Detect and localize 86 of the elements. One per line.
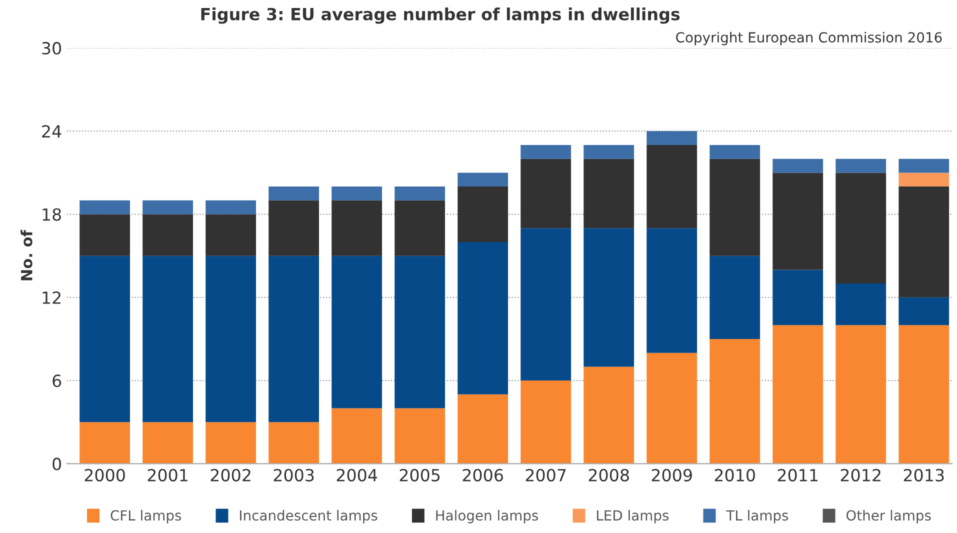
bar xyxy=(80,422,130,464)
legend-label: CFL lamps xyxy=(110,510,182,524)
chart-title: Figure 3: EU average number of lamps in dwellings xyxy=(201,8,680,24)
bar xyxy=(520,228,572,381)
bar xyxy=(458,172,508,187)
x-tick-label: 2010 xyxy=(714,468,755,482)
bar xyxy=(80,214,130,256)
bar xyxy=(710,256,760,339)
x-tick-label: 2006 xyxy=(462,468,503,482)
bar xyxy=(898,172,950,187)
bar xyxy=(394,186,446,200)
x-tick-label: 2000 xyxy=(84,468,125,482)
bar xyxy=(458,242,508,394)
bar xyxy=(394,256,446,408)
legend-label: Incandescent lamps xyxy=(240,510,378,524)
bar xyxy=(836,284,886,326)
x-tick-label: 2013 xyxy=(904,468,944,482)
bar xyxy=(772,270,824,326)
bar xyxy=(710,144,760,159)
y-tick-label: 18 xyxy=(42,208,61,221)
bar xyxy=(142,422,193,464)
legend-label: LED lamps xyxy=(597,510,669,524)
y-tick-label: 12 xyxy=(42,291,60,304)
bar xyxy=(836,158,886,173)
bar xyxy=(206,422,256,464)
x-tick-label: 2005 xyxy=(400,468,440,482)
bar xyxy=(772,172,824,270)
y-tick-label: 24 xyxy=(42,125,62,138)
text: Copyright European Commission 2016 xyxy=(676,32,942,46)
bar xyxy=(206,256,256,422)
x-tick-label: 2008 xyxy=(588,468,629,482)
bar xyxy=(646,131,698,145)
x-tick-label: 2003 xyxy=(274,468,314,482)
bar xyxy=(898,297,950,326)
bar xyxy=(268,422,320,464)
bar xyxy=(520,380,572,464)
bar xyxy=(898,325,950,464)
bar xyxy=(646,352,698,464)
bar xyxy=(646,228,698,353)
bar xyxy=(898,158,950,173)
bar xyxy=(520,144,572,159)
bar xyxy=(520,158,572,228)
y-axis-title: No. of xyxy=(20,230,32,280)
bar xyxy=(898,186,950,298)
bar xyxy=(142,214,193,256)
bar xyxy=(332,200,382,256)
bar xyxy=(142,256,193,422)
bar xyxy=(268,186,320,200)
bar xyxy=(80,256,130,422)
bar xyxy=(332,408,382,464)
legend-label: TL lamps xyxy=(726,510,788,524)
x-tick-label: 2011 xyxy=(778,468,818,482)
bar xyxy=(80,200,130,214)
bar xyxy=(772,158,824,173)
bar xyxy=(206,214,256,256)
bar xyxy=(584,144,634,159)
bar xyxy=(268,256,320,422)
bar xyxy=(584,158,634,228)
bar xyxy=(394,408,446,464)
bar xyxy=(458,394,508,464)
x-tick-label: 2002 xyxy=(210,468,250,482)
bar xyxy=(772,325,824,464)
bar xyxy=(332,186,382,200)
x-tick-label: 2001 xyxy=(148,468,188,482)
x-tick-label: 2004 xyxy=(336,468,378,482)
bar xyxy=(268,200,320,256)
bar xyxy=(584,366,634,464)
bar xyxy=(332,256,382,408)
bar xyxy=(710,158,760,256)
y-tick-label: 30 xyxy=(42,42,62,55)
x-tick-label: 2012 xyxy=(840,468,880,482)
x-tick-label: 2007 xyxy=(526,468,566,482)
legend-label: Halogen lamps xyxy=(436,510,538,524)
bar xyxy=(458,186,508,242)
x-tick-label: 2009 xyxy=(652,468,692,482)
legend-label: Other lamps xyxy=(846,510,931,524)
y-tick-label: 0 xyxy=(52,458,62,470)
bar xyxy=(646,144,698,228)
bar xyxy=(394,200,446,256)
bar xyxy=(142,200,193,214)
y-tick-label: 6 xyxy=(52,374,62,388)
bar xyxy=(836,325,886,464)
bar xyxy=(710,338,760,464)
bar xyxy=(206,200,256,214)
bar xyxy=(584,228,634,367)
bar xyxy=(836,172,886,284)
